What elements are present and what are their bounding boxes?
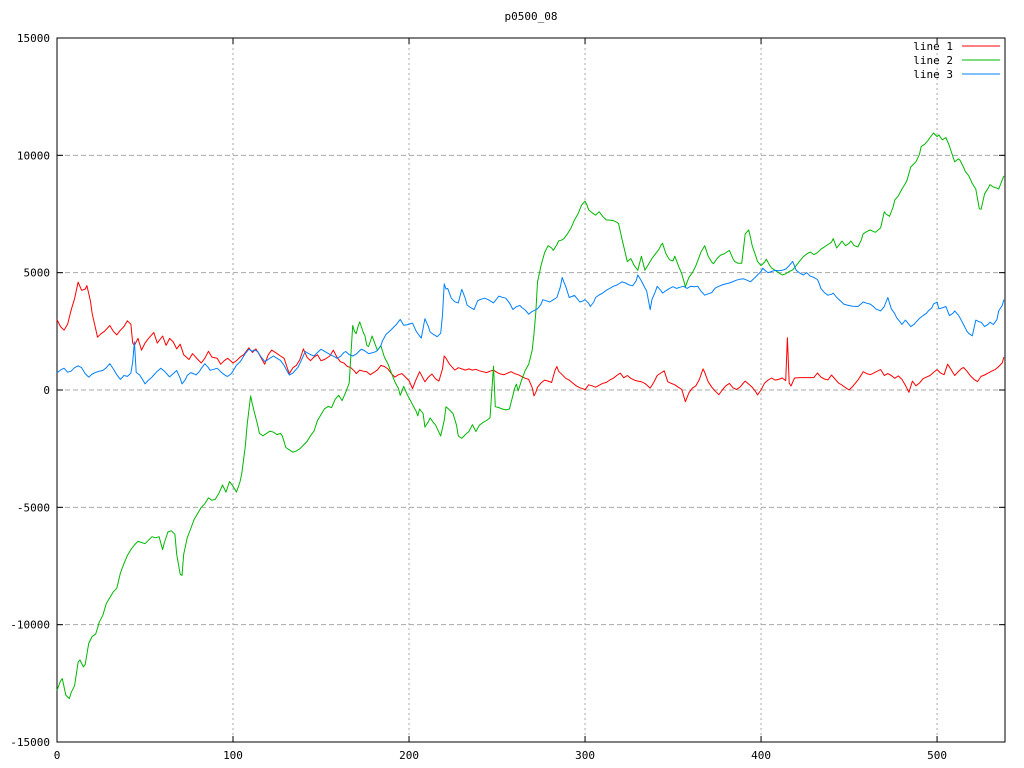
y-tick-label: 0 <box>43 384 50 397</box>
legend-label: line 2 <box>913 54 953 67</box>
y-tick-label: 15000 <box>17 32 50 45</box>
series-line-1 <box>56 281 1005 403</box>
series-line-2 <box>56 132 1005 700</box>
y-tick-label: 10000 <box>17 149 50 162</box>
x-tick-label: 300 <box>575 749 595 762</box>
chart-title: p0500_08 <box>504 10 558 23</box>
y-tick-label: -15000 <box>10 736 50 749</box>
x-tick-label: 0 <box>54 749 61 762</box>
y-tick-label: -5000 <box>17 501 50 514</box>
x-tick-label: 400 <box>751 749 771 762</box>
x-tick-label: 100 <box>223 749 243 762</box>
y-tick-label: 5000 <box>24 267 51 280</box>
x-tick-label: 500 <box>927 749 947 762</box>
series-line-3 <box>56 260 1005 385</box>
legend-label: line 3 <box>913 68 953 81</box>
legend-label: line 1 <box>913 40 953 53</box>
y-tick-label: -10000 <box>10 619 50 632</box>
x-tick-label: 200 <box>399 749 419 762</box>
